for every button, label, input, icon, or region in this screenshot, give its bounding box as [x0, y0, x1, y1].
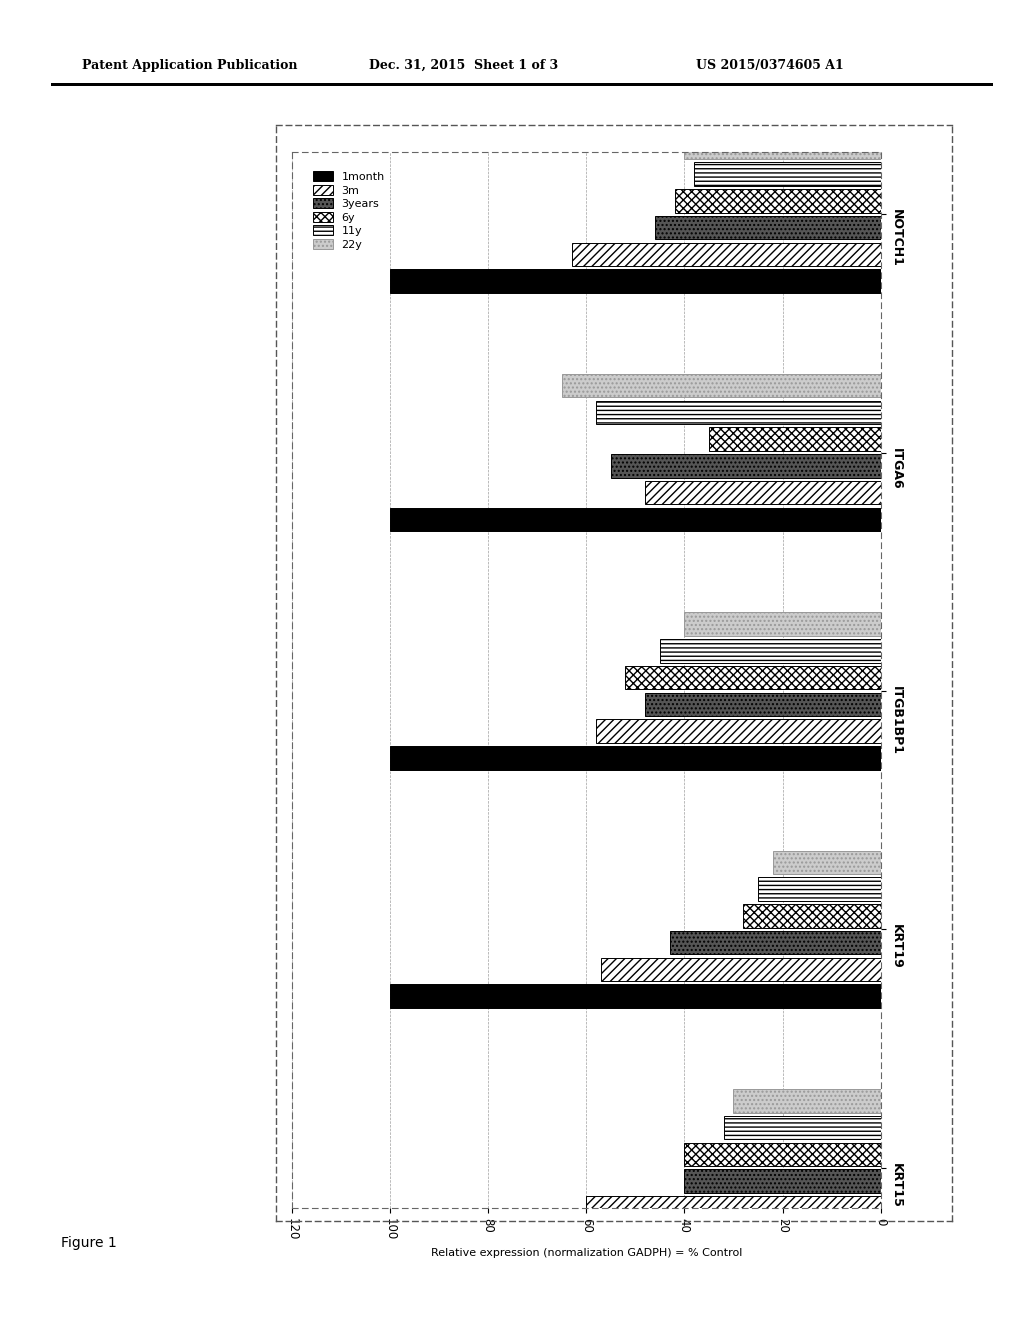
Bar — [709, 428, 881, 451]
Bar — [684, 1170, 881, 1193]
Legend: 1month, 3m, 3years, 6y, 11y, 22y: 1month, 3m, 3years, 6y, 11y, 22y — [309, 168, 388, 253]
Bar — [655, 215, 881, 239]
Bar — [596, 401, 881, 424]
Bar — [758, 878, 881, 902]
Bar — [562, 374, 881, 397]
Bar — [659, 639, 881, 663]
Bar — [390, 1222, 881, 1246]
Text: Figure 1: Figure 1 — [61, 1237, 117, 1250]
Bar — [684, 612, 881, 636]
Bar — [645, 693, 881, 715]
Text: Patent Application Publication: Patent Application Publication — [82, 58, 297, 71]
Bar — [684, 136, 881, 160]
Bar — [670, 931, 881, 954]
Bar — [390, 508, 881, 531]
Bar — [571, 243, 881, 267]
Bar — [773, 850, 881, 874]
Bar — [596, 719, 881, 743]
Bar — [390, 269, 881, 293]
Bar — [743, 904, 881, 928]
X-axis label: Relative expression (normalization GADPH) = % Control: Relative expression (normalization GADPH… — [430, 1249, 742, 1258]
Bar — [733, 1089, 881, 1113]
Bar — [390, 746, 881, 770]
Bar — [724, 1115, 881, 1139]
Text: Dec. 31, 2015  Sheet 1 of 3: Dec. 31, 2015 Sheet 1 of 3 — [369, 58, 558, 71]
Bar — [601, 957, 881, 981]
Bar — [675, 189, 881, 213]
Bar — [684, 1143, 881, 1166]
Bar — [645, 480, 881, 504]
Bar — [626, 665, 881, 689]
Bar — [610, 454, 881, 478]
Bar — [586, 1196, 881, 1220]
Bar — [694, 162, 881, 186]
Bar — [390, 985, 881, 1008]
Text: US 2015/0374605 A1: US 2015/0374605 A1 — [696, 58, 844, 71]
